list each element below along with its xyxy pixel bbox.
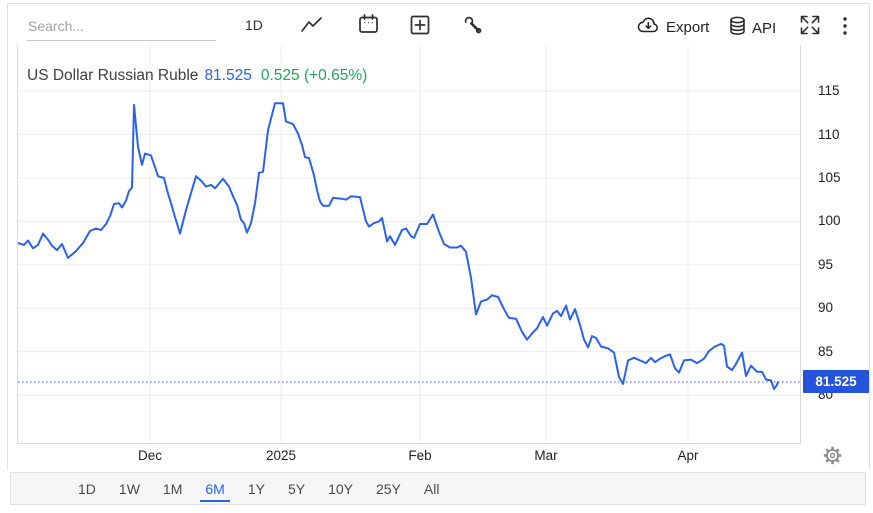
chart-settings-button[interactable] <box>823 446 842 465</box>
plot-border-bottom <box>17 443 801 444</box>
chart-header: US Dollar Russian Ruble 81.525 0.525 (+0.6… <box>27 67 367 85</box>
api-database-icon <box>728 16 747 40</box>
price-change: 0.525 (+0.65%) <box>260 67 368 84</box>
y-axis-label: 110 <box>818 126 840 142</box>
calendar-icon <box>358 14 379 39</box>
y-axis-label: 85 <box>818 343 834 359</box>
fullscreen-button[interactable] <box>799 14 821 36</box>
current-price-tag: 81.525 <box>803 370 869 394</box>
y-axis-label: 90 <box>818 300 834 316</box>
y-axis-label: 95 <box>818 256 834 272</box>
toolbar: 1D <box>7 4 869 46</box>
plot-border-right <box>800 45 801 443</box>
price-line-chart[interactable] <box>18 45 800 443</box>
range-selector-bar: 1D 1W 1M 6M 1Y 5Y 10Y 25Y All <box>10 472 866 505</box>
last-price: 81.525 <box>204 67 252 84</box>
range-button-1y[interactable]: 1Y <box>247 480 265 497</box>
y-axis: 81.525 115 110 105 100 95 90 85 80 <box>800 45 870 443</box>
widget-border-left <box>7 3 8 470</box>
search-field-wrap <box>27 14 216 41</box>
search-input[interactable] <box>27 14 216 41</box>
x-axis-label: Dec <box>137 448 163 463</box>
widget-border-right <box>869 3 870 470</box>
fullscreen-expand-icon <box>799 15 821 40</box>
x-axis: Dec 2025 Feb Mar Apr <box>18 448 800 468</box>
wrench-icon <box>463 16 483 39</box>
plus-square-icon <box>410 15 430 39</box>
price-series-line <box>18 102 779 391</box>
line-chart-icon <box>300 17 323 38</box>
widget-border-top <box>7 3 870 4</box>
x-axis-label: 2025 <box>265 448 297 463</box>
calendar-button[interactable] <box>358 14 379 35</box>
y-axis-label: 105 <box>818 169 841 185</box>
gear-icon <box>823 446 842 469</box>
interval-selector[interactable]: 1D <box>245 17 263 33</box>
range-button-1w[interactable]: 1W <box>118 480 140 497</box>
x-axis-label: Feb <box>408 448 432 463</box>
y-axis-label: 115 <box>818 83 840 99</box>
chart-type-button[interactable] <box>300 16 323 34</box>
range-button-1m[interactable]: 1M <box>162 480 183 497</box>
tools-button[interactable] <box>463 15 483 35</box>
api-label: API <box>752 19 777 37</box>
add-comparison-button[interactable] <box>410 15 430 35</box>
api-button[interactable]: API <box>728 16 776 40</box>
export-cloud-icon <box>636 16 661 38</box>
range-button-6m[interactable]: 6M <box>200 475 231 503</box>
range-button-10y[interactable]: 10Y <box>328 480 353 497</box>
y-axis-label: 100 <box>818 213 841 229</box>
range-button-1d[interactable]: 1D <box>78 480 96 497</box>
range-button-25y[interactable]: 25Y <box>375 480 401 497</box>
x-axis-label: Mar <box>534 448 558 463</box>
instrument-name: US Dollar Russian Ruble <box>27 67 199 84</box>
export-button[interactable]: Export <box>636 16 709 38</box>
kebab-menu-icon <box>841 17 849 40</box>
plot-border-left <box>17 45 18 443</box>
x-axis-label: Apr <box>677 448 699 463</box>
range-button-5y[interactable]: 5Y <box>287 480 306 497</box>
range-button-all[interactable]: All <box>423 480 440 497</box>
export-label: Export <box>666 18 710 36</box>
more-menu-button[interactable] <box>841 16 849 36</box>
